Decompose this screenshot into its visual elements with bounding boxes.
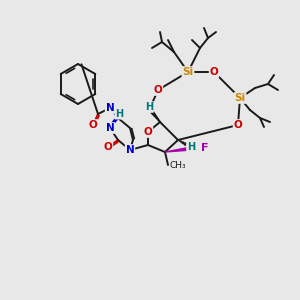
Text: N: N (106, 103, 114, 113)
Polygon shape (178, 140, 179, 141)
Text: N: N (126, 145, 134, 155)
Text: O: O (210, 67, 218, 77)
Text: O: O (103, 142, 112, 152)
Text: O: O (144, 127, 152, 137)
Text: H: H (187, 142, 195, 152)
Text: O: O (234, 120, 242, 130)
Text: O: O (88, 120, 98, 130)
Text: H: H (115, 109, 123, 119)
Text: CH₃: CH₃ (170, 161, 187, 170)
Text: F: F (201, 143, 208, 153)
Polygon shape (180, 141, 182, 142)
Text: H: H (145, 102, 153, 112)
Text: Si: Si (234, 93, 246, 103)
Text: O: O (154, 85, 162, 95)
Polygon shape (151, 111, 160, 122)
Polygon shape (184, 143, 186, 145)
Text: Si: Si (182, 67, 194, 77)
Polygon shape (165, 146, 195, 152)
Text: N: N (106, 123, 114, 133)
Polygon shape (182, 142, 184, 144)
